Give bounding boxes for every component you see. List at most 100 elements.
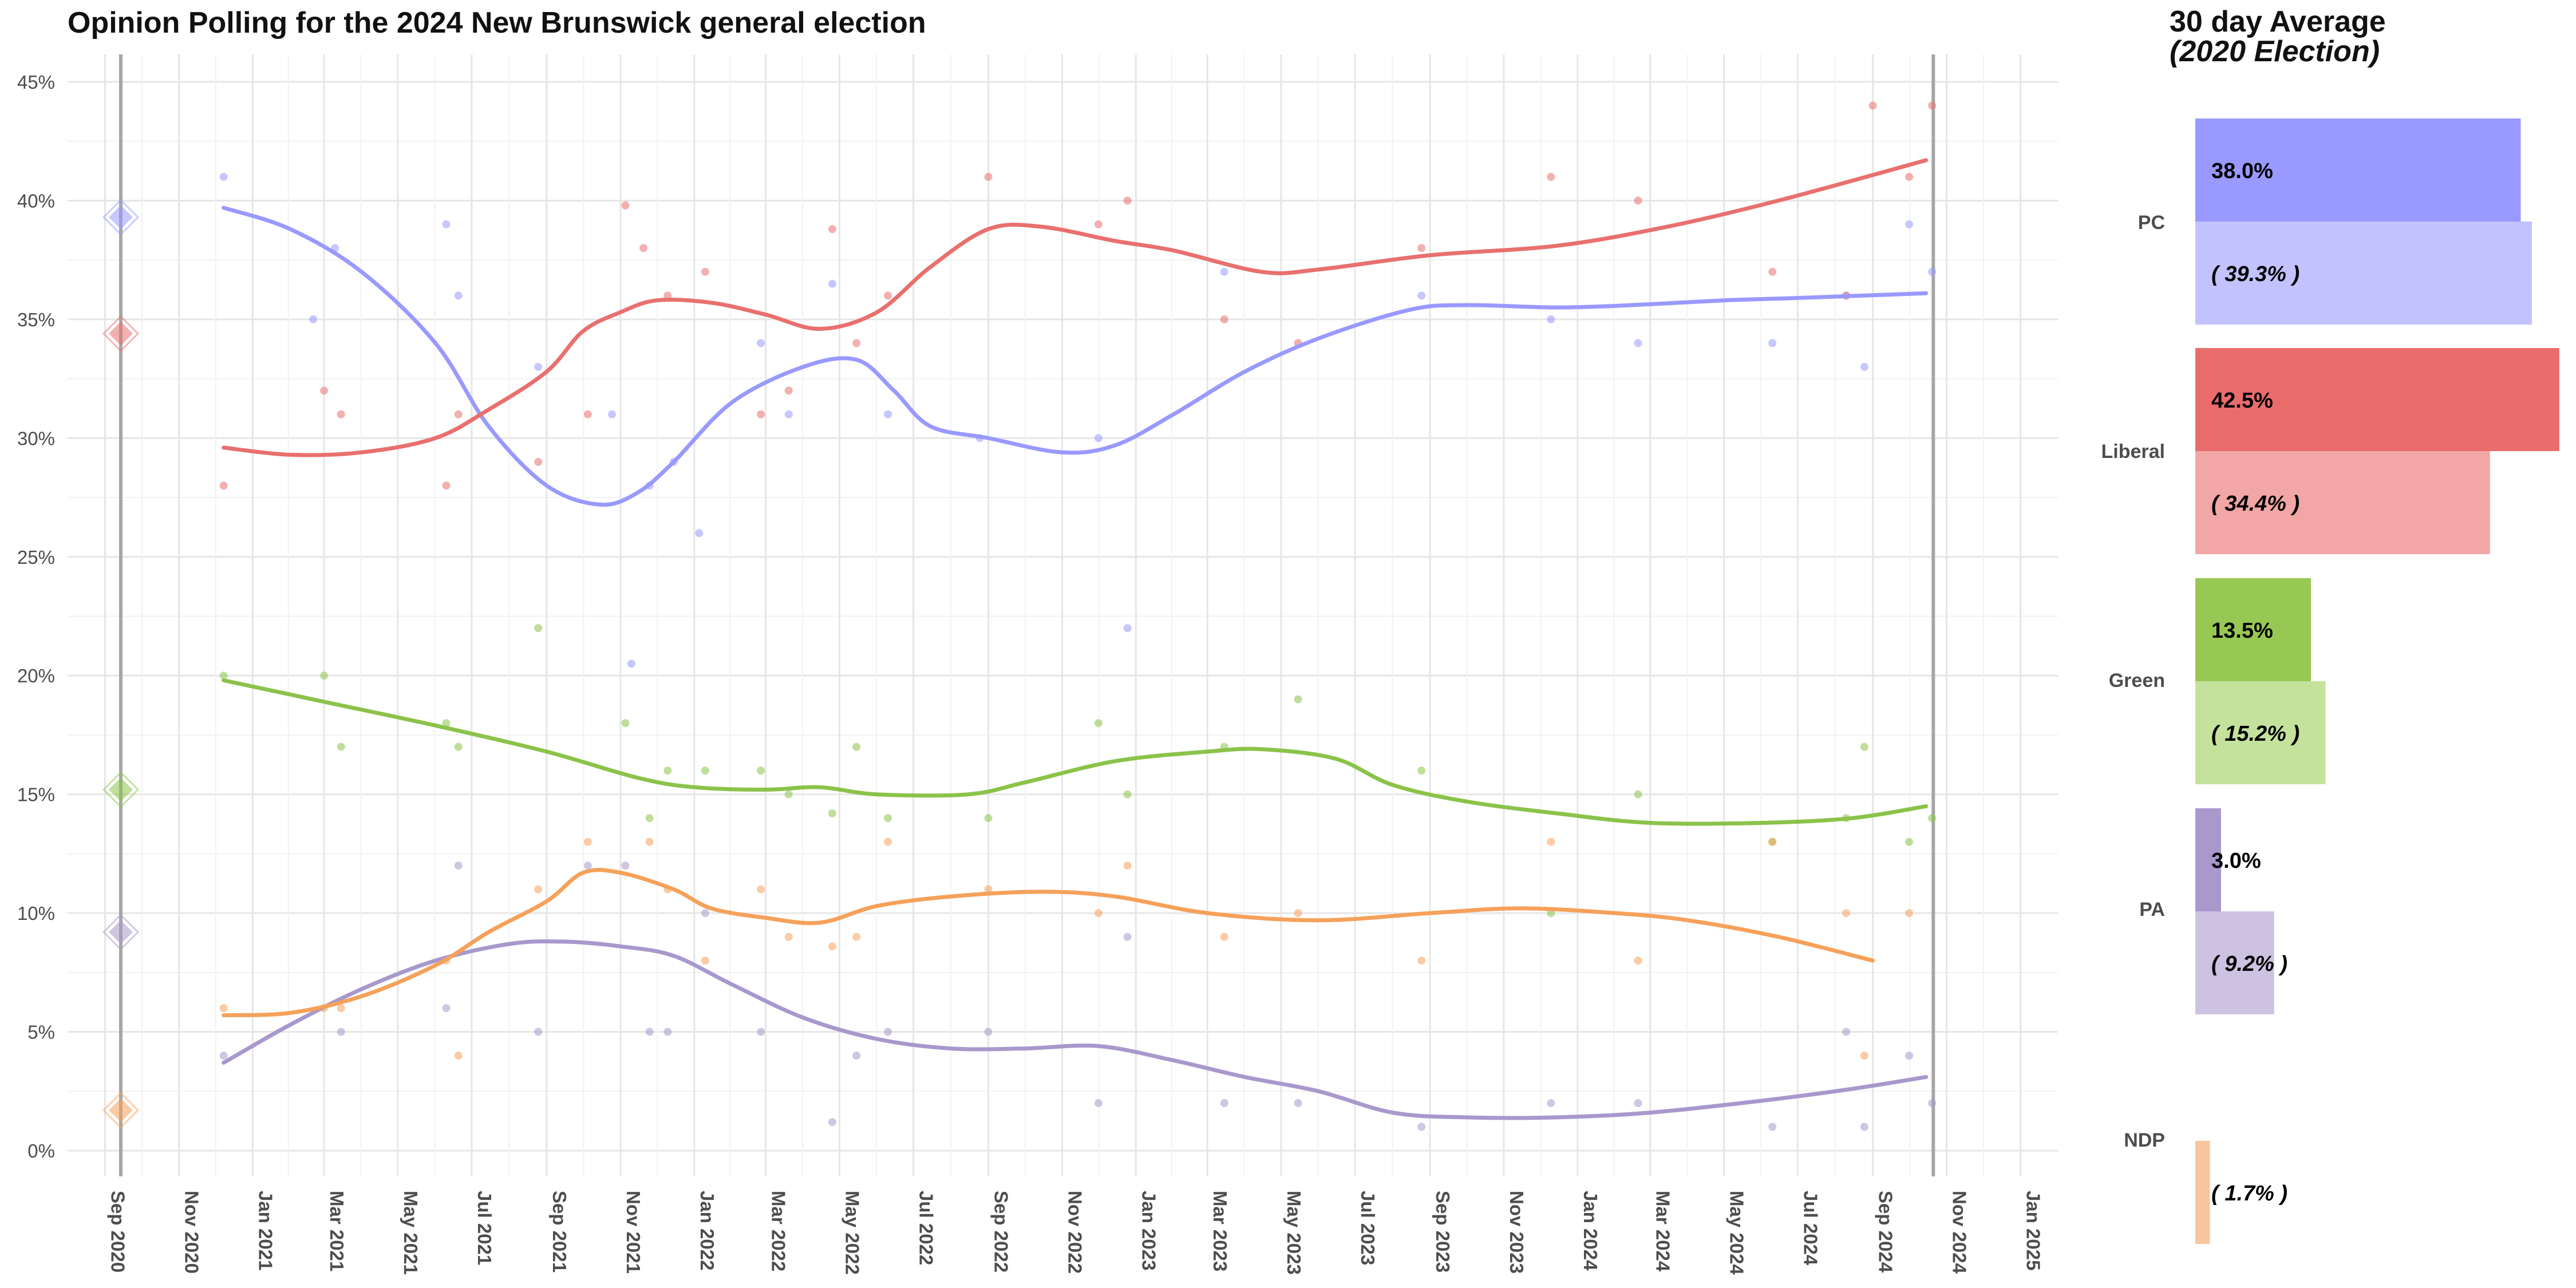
liberal-current-value: 42.5% (2211, 389, 2273, 413)
pa-current-value: 3.0% (2211, 849, 2261, 873)
liberal-election-value: ( 34.4% ) (2211, 492, 2300, 516)
pa-poll-point (1417, 1123, 1426, 1131)
liberal-election-marker-outline (102, 315, 140, 352)
liberal-poll-point (621, 201, 630, 210)
pa-poll-point (884, 1028, 892, 1036)
ndp-poll-point (828, 942, 836, 951)
axis-labels: 0% 5% 10% 15% 20% 25% 30% 35% 40% 45% Sep 2020 Nov … (17, 72, 2044, 1275)
liberal-poll-point (1094, 220, 1103, 228)
ndp-trend-line (222, 868, 1875, 1017)
liberal-poll-point (701, 267, 709, 276)
ndp-election-marker (109, 1098, 133, 1123)
ndp-poll-point (784, 933, 793, 941)
ndp-poll-point (1417, 957, 1426, 965)
x-tick-label: Mar 2021 (326, 1191, 347, 1271)
green-election-marker-outline (102, 771, 140, 808)
green-poll-point (1094, 719, 1103, 728)
green-poll-point (320, 671, 329, 680)
x-tick-label: Sep 2023 (1432, 1191, 1453, 1273)
ndp-poll-point (1220, 933, 1228, 941)
ndp-poll-point (852, 933, 861, 941)
green-poll-point (645, 814, 654, 823)
liberal-poll-point (1768, 267, 1777, 276)
pc-poll-point (757, 339, 765, 347)
green-current-bar (2195, 578, 2311, 681)
pa-election-value: ( 9.2% ) (2211, 952, 2287, 976)
x-tick-label: May 2023 (1283, 1191, 1305, 1275)
green-poll-point (1417, 767, 1426, 775)
x-tick-label: Sep 2021 (549, 1191, 570, 1273)
pa-poll-point (337, 1028, 345, 1036)
liberal-poll-point (534, 457, 543, 466)
green-poll-point (219, 671, 228, 680)
x-tick-label: Nov 2020 (181, 1191, 202, 1274)
summary-subtitle: (2020 Election) (2170, 35, 2380, 68)
green-poll-point (701, 767, 709, 775)
pa-poll-point (828, 1118, 836, 1127)
ndp-poll-point (1094, 909, 1103, 918)
ndp-poll-point (219, 1004, 228, 1013)
ndp-poll-point (454, 1052, 463, 1060)
green-poll-point (884, 814, 892, 823)
ndp-poll-point (1294, 909, 1302, 918)
ndp-poll-point (337, 1004, 345, 1013)
y-tick-label: 30% (17, 428, 55, 449)
pc-poll-point (1123, 624, 1132, 633)
pa-poll-point (1634, 1099, 1642, 1108)
y-tick-label: 5% (27, 1022, 55, 1043)
pc-poll-point (695, 529, 704, 538)
x-tick-label: Jan 2024 (1580, 1191, 1601, 1271)
liberal-poll-point (320, 386, 329, 395)
pc-trend-line (222, 206, 1929, 507)
green-election-marker (109, 777, 133, 802)
x-tick-label: Jan 2025 (2022, 1191, 2044, 1270)
x-tick-label: Jan 2022 (697, 1191, 718, 1270)
y-tick-label: 15% (17, 784, 55, 805)
pc-election-marker-outline (102, 199, 140, 236)
liberal-poll-point (1547, 172, 1555, 181)
liberal-poll-point (1417, 244, 1426, 252)
x-tick-label: May 2024 (1726, 1191, 1748, 1275)
pa-poll-point (1094, 1099, 1103, 1108)
y-tick-label: 0% (27, 1140, 55, 1161)
pa-poll-point (219, 1052, 228, 1060)
liberal-poll-point (852, 339, 861, 347)
x-tick-label: Jul 2021 (474, 1191, 495, 1265)
pa-poll-point (454, 862, 463, 870)
x-tick-label: Sep 2024 (1875, 1191, 1897, 1273)
green-poll-point (984, 814, 993, 823)
pc-poll-point (1860, 362, 1868, 371)
x-tick-label: Jul 2022 (915, 1191, 937, 1265)
liberal-poll-point (984, 172, 993, 181)
x-tick-label: May 2021 (400, 1191, 421, 1275)
ndp-poll-point (645, 837, 654, 846)
liberal-poll-point (337, 410, 345, 418)
liberal-poll-point (1634, 196, 1642, 205)
green-poll-point (1860, 742, 1868, 751)
pc-current-bar (2195, 118, 2521, 222)
liberal-poll-point (663, 291, 672, 300)
green-poll-point (1905, 837, 1914, 846)
liberal-poll-point (1123, 196, 1132, 205)
green-poll-point (621, 719, 630, 728)
pc-poll-point (442, 220, 451, 228)
pa-bar-label: PA (2139, 899, 2165, 920)
ndp-poll-point (701, 957, 709, 965)
green-poll-point (1294, 695, 1302, 704)
pc-poll-point (884, 410, 892, 418)
pc-poll-point (1634, 339, 1642, 347)
ndp-poll-point (1768, 837, 1777, 846)
pc-poll-point (1417, 291, 1426, 300)
x-tick-label: Jul 2024 (1800, 1191, 1822, 1266)
liberal-poll-point (583, 410, 592, 418)
pa-election-bar (2195, 911, 2274, 1014)
pc-poll-point (1094, 434, 1103, 442)
x-tick-label: Jul 2023 (1357, 1191, 1378, 1265)
green-poll-point (784, 790, 793, 799)
pc-poll-point (1905, 220, 1914, 228)
ndp-poll-point (583, 837, 592, 846)
green-poll-point (852, 742, 861, 751)
liberal-poll-point (219, 481, 228, 490)
green-bar-label: Green (2109, 670, 2165, 692)
ndp-poll-point (1123, 862, 1132, 870)
